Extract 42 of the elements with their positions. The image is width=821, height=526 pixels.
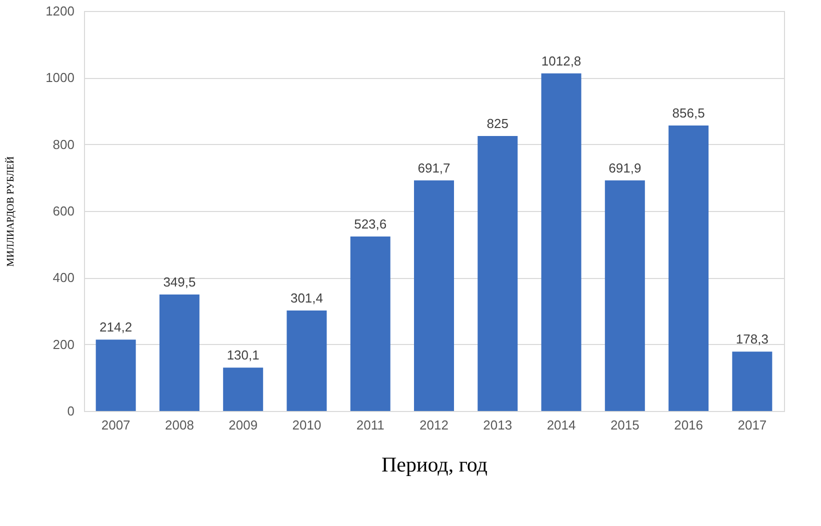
- data-label: 825: [486, 116, 508, 131]
- y-tick-label: 600: [52, 204, 74, 218]
- y-axis-title: МИЛЛИАРДОВ РУБЛЕЙ: [4, 156, 17, 267]
- bar: [668, 126, 709, 411]
- bar: [223, 368, 264, 411]
- x-tick-label: 2015: [610, 418, 640, 432]
- data-label: 1012,8: [541, 53, 582, 68]
- data-label: 691,9: [608, 160, 642, 176]
- y-tick-label: 200: [52, 336, 74, 352]
- x-tick-label: 2008: [164, 418, 194, 432]
- data-label: 523,6: [354, 216, 387, 232]
- y-tick-label: 1200: [46, 4, 74, 18]
- x-tick-label: 2010: [292, 418, 322, 432]
- bar: [350, 236, 390, 411]
- x-tick-label: 2007: [101, 418, 130, 432]
- x-tick-label: 2017: [738, 418, 767, 432]
- bar: [478, 136, 518, 411]
- data-label: 214,2: [100, 320, 132, 335]
- bar: [159, 294, 200, 411]
- x-tick-label: 2013: [483, 418, 512, 432]
- x-tick-label: 2012: [420, 418, 448, 432]
- x-tick-label: 2016: [674, 418, 704, 432]
- data-label: 349,5: [163, 274, 196, 290]
- data-label: 301,4: [290, 290, 323, 306]
- x-tick-label: 2014: [546, 418, 576, 432]
- x-tick-label: 2011: [356, 418, 384, 432]
- data-label: 178,3: [736, 332, 768, 347]
- x-tick-label: 2009: [228, 418, 258, 432]
- data-label: 130,1: [226, 348, 260, 363]
- bar: [286, 310, 327, 411]
- x-axis-title: Период, год: [382, 452, 488, 476]
- bar: [96, 340, 136, 411]
- y-tick-label: 0: [67, 404, 74, 418]
- bar: [732, 352, 772, 411]
- bar: [604, 180, 645, 411]
- data-label: 856,5: [672, 106, 705, 120]
- y-tick-label: 400: [52, 270, 74, 286]
- data-label: 691,7: [418, 160, 450, 176]
- y-tick-label: 800: [52, 136, 74, 152]
- y-tick-label: 1000: [46, 70, 74, 86]
- bar: [414, 180, 454, 411]
- bar: [541, 73, 582, 411]
